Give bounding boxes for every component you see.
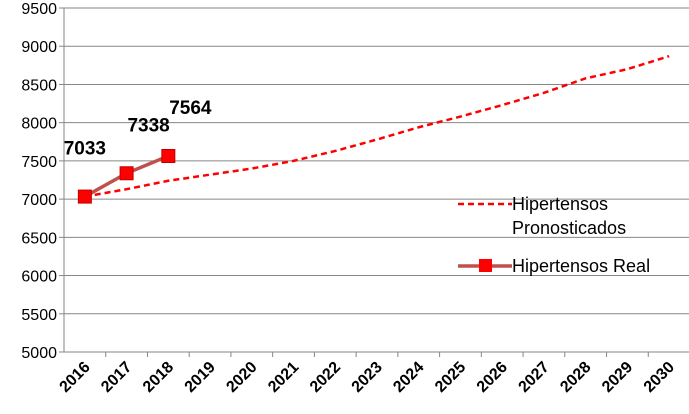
y-tick-label: 9000 [21,39,57,56]
x-tick-label: 2023 [349,359,386,396]
data-label: 7564 [169,98,212,119]
x-tick-label: 2028 [557,359,594,396]
marker [77,189,92,204]
marker [119,166,134,181]
x-tick-label: 2017 [98,359,135,396]
legend-key [458,202,512,206]
legend-marker [479,259,492,272]
legend: Hipertensos Pronosticados Hipertensos Rea… [456,192,686,292]
x-tick-label: 2016 [57,359,94,396]
y-tick-label: 7000 [21,192,57,209]
y-tick-label: 7500 [21,154,57,171]
x-tick-label: 2030 [641,359,678,396]
x-tick-label: 2019 [182,359,219,396]
y-tick-label: 6500 [21,230,57,247]
x-tick-label: 2026 [474,359,511,396]
x-tick-label: 2021 [265,359,302,396]
x-tick-label: 2022 [307,359,344,396]
y-tick-label: 8500 [21,77,57,94]
y-tick-label: 6000 [21,269,57,286]
marker [161,148,176,163]
y-tick-label: 9500 [21,1,57,18]
legend-item: Hipertensos Pronosticados [456,192,686,240]
legend-item: Hipertensos Real [456,254,686,278]
data-label: 7033 [64,139,106,160]
x-tick-label: 2024 [390,359,427,396]
legend-label: Hipertensos Real [512,256,651,276]
x-tick-label: 2025 [432,359,469,396]
y-tick-label: 5000 [21,345,57,362]
x-tick-label: 2018 [140,359,177,396]
data-label: 7338 [127,115,169,136]
series-line [84,54,670,198]
y-tick-label: 5500 [21,307,57,324]
legend-label: Hipertensos Pronosticados [512,194,627,238]
y-tick-label: 8000 [21,116,57,133]
legend-key [458,259,512,272]
x-tick-label: 2029 [599,359,636,396]
x-tick-label: 2020 [223,359,260,396]
x-tick-label: 2027 [516,359,553,396]
